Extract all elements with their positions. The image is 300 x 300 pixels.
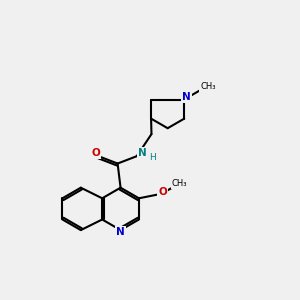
Text: CH₃: CH₃ [172,179,187,188]
Text: O: O [91,148,100,158]
Text: CH₃: CH₃ [200,82,215,91]
Text: N: N [182,92,191,102]
Text: O: O [158,188,167,197]
Text: N: N [116,226,125,237]
Text: N: N [138,148,146,158]
Text: H: H [149,153,155,162]
